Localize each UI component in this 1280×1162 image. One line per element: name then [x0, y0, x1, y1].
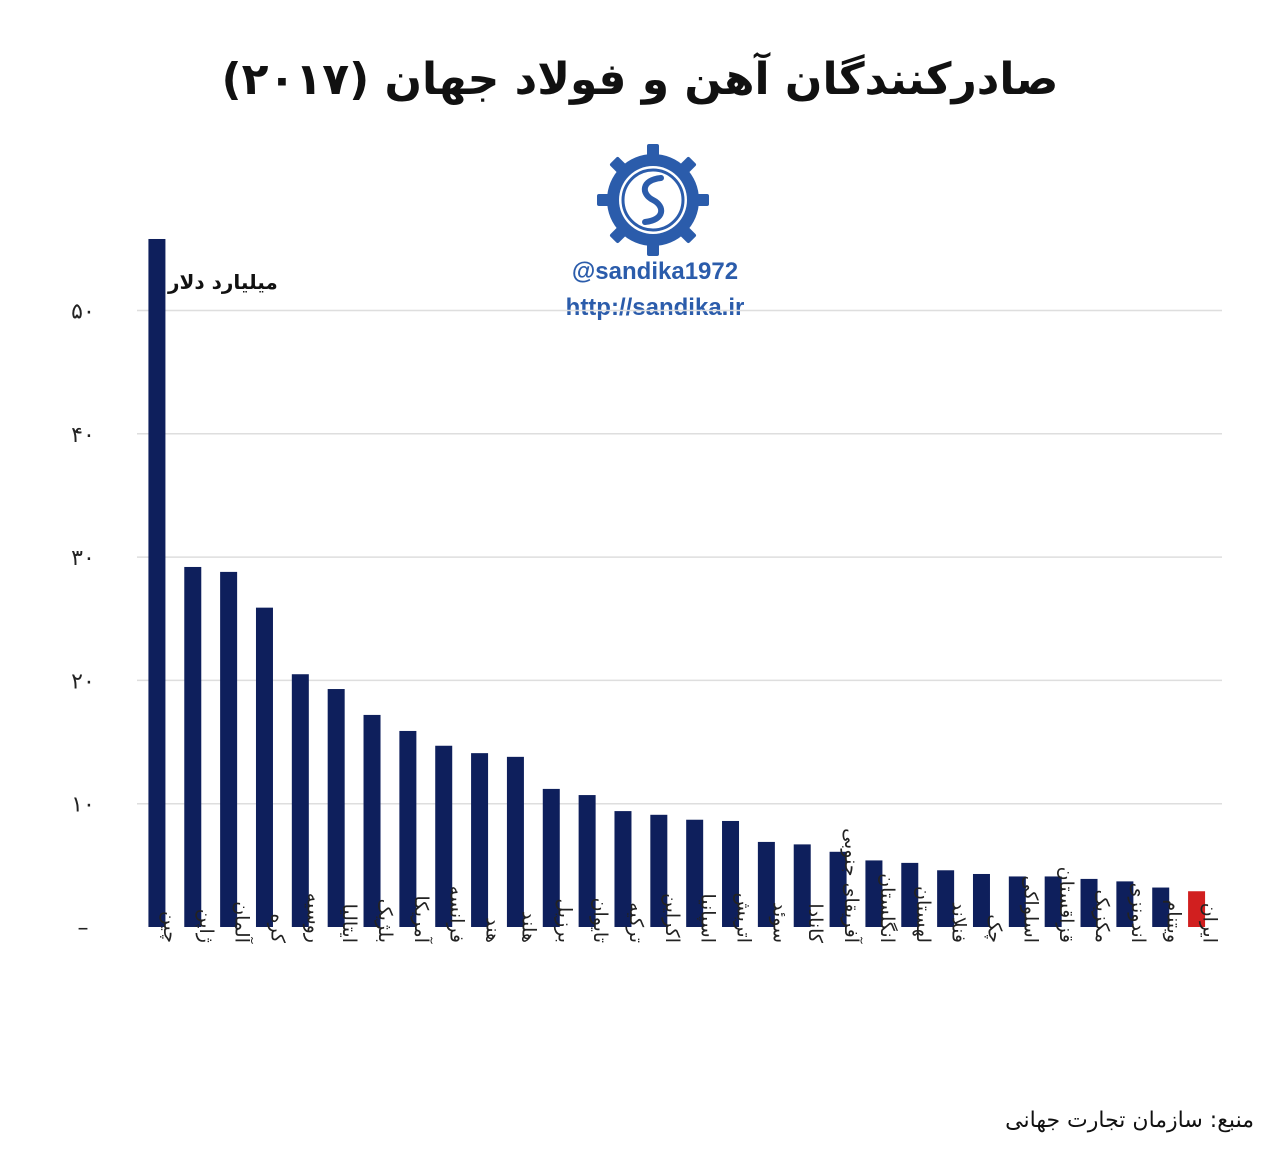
- x-tick-label: کره: [266, 914, 288, 944]
- bar-chart: – ۱۰ ۲۰ ۳۰ ۴۰ ۵۰ چین ژاپن آلمان کره روسیه ایتالیا بل…: [71, 238, 1222, 944]
- bar: [901, 862, 919, 927]
- x-tick-label: اکراین: [661, 893, 683, 943]
- x-tick-label: قزاقستان: [1055, 867, 1077, 943]
- bar: [614, 811, 632, 927]
- y-tick-label: –: [78, 916, 89, 941]
- bar: [1080, 878, 1098, 927]
- bar: [829, 851, 847, 927]
- x-tick-label: انگلستان: [876, 873, 899, 943]
- x-tick-label: تایوان: [589, 898, 611, 943]
- x-tick-label: چین: [159, 911, 181, 943]
- bar: [255, 607, 273, 927]
- logo-url[interactable]: http://sandika.ir: [565, 294, 745, 321]
- bar: [220, 571, 238, 927]
- logo-handle: @sandika1972: [571, 258, 739, 285]
- bar: [327, 689, 345, 927]
- bar: [686, 819, 704, 927]
- bar: [471, 753, 489, 927]
- x-tick-label: ترکیه: [625, 902, 647, 943]
- x-tick-label: ایران: [1199, 903, 1221, 943]
- bar: [937, 870, 955, 927]
- x-tick-label: مکزیک: [1091, 890, 1113, 943]
- bar: [1008, 876, 1026, 927]
- x-tick-label: ویتنام: [1163, 900, 1185, 943]
- x-tick-label: روسیه: [302, 893, 324, 943]
- bar: [578, 795, 596, 927]
- x-tick-label: اتریش: [733, 892, 755, 943]
- bar: [1188, 891, 1206, 927]
- bar: [757, 841, 775, 927]
- x-tick-label: برزیل: [553, 898, 575, 943]
- y-tick-label: ۲۰: [71, 669, 95, 694]
- bar: [650, 814, 668, 927]
- y-tick-label: ۴۰: [71, 423, 95, 448]
- x-tick-label: بلژیک: [374, 899, 396, 943]
- bar: [399, 730, 417, 927]
- bar: [1152, 887, 1170, 927]
- y-tick-label: ۱۰: [71, 793, 95, 818]
- x-tick-label: اسلواکی: [1019, 876, 1041, 943]
- bar: [363, 714, 381, 927]
- sandika-logo: [597, 144, 709, 256]
- bar: [506, 756, 524, 927]
- x-tick-label: آلمان: [231, 901, 255, 944]
- x-tick-label: اسپانیا: [697, 893, 719, 943]
- bar: [722, 820, 740, 927]
- bar: [184, 566, 202, 927]
- chart-title: صادرکنندگان آهن و فولاد جهان (۲۰۱۷): [221, 54, 1060, 105]
- source-note: منبع: سازمان تجارت جهانی: [1005, 1108, 1254, 1133]
- bar: [1044, 876, 1062, 927]
- bar: [1116, 881, 1134, 927]
- x-tick-label: چک: [983, 914, 1005, 943]
- x-tick-label: لهستان: [912, 886, 934, 943]
- x-tick-label: فنلاند: [948, 902, 970, 943]
- bar: [793, 844, 811, 927]
- bar: [972, 873, 990, 927]
- y-tick-label: ۵۰: [71, 300, 95, 325]
- x-tick-label: هند: [482, 917, 504, 943]
- x-tick-label: اندونزی: [1127, 883, 1149, 943]
- x-tick-label: هلند: [517, 911, 539, 943]
- bar: [542, 788, 560, 927]
- unit-label: میلیارد دلار: [168, 270, 278, 294]
- bar: [148, 238, 166, 928]
- x-tick-label: سوئد: [768, 902, 790, 943]
- x-tick-label: کانادا: [804, 903, 826, 944]
- x-tick-label: آفریقای جنوبی: [840, 828, 864, 944]
- y-tick-label: ۳۰: [71, 546, 95, 571]
- bar: [291, 674, 309, 927]
- x-tick-label: ایتالیا: [338, 904, 360, 943]
- bar: [865, 860, 883, 927]
- x-tick-label: ژاپن: [195, 909, 217, 943]
- bar: [435, 745, 453, 927]
- x-tick-label: آمریکا: [410, 895, 434, 943]
- x-tick-label: فرانسه: [446, 886, 468, 943]
